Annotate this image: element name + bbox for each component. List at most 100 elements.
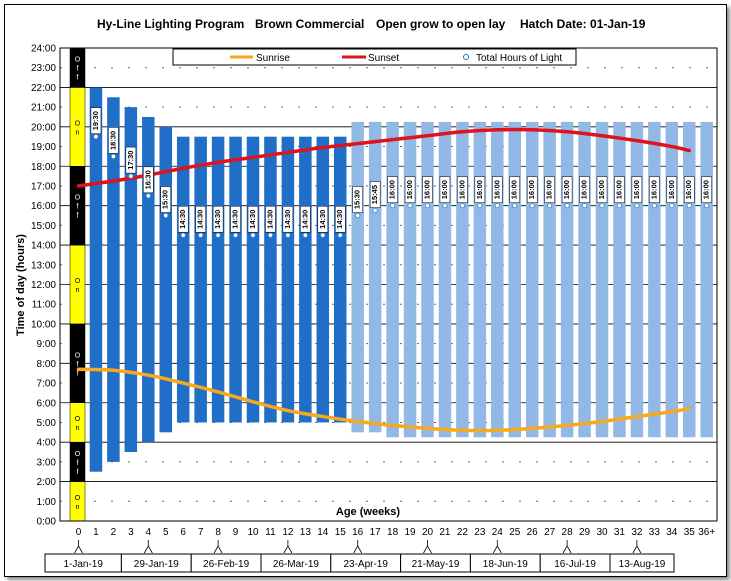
hours-label: 15:30: [353, 190, 362, 209]
x-tick-label: 6: [180, 527, 186, 538]
light-bar: [229, 136, 242, 423]
total-hours-marker: [512, 203, 518, 209]
x-tick-label: 28: [562, 527, 574, 538]
total-hours-marker: [581, 203, 588, 209]
y-tick-label: 3:00: [37, 457, 57, 468]
breed-label: Brown Commercial: [255, 17, 364, 31]
week0-state-letter: f: [77, 460, 79, 467]
light-bar: [456, 121, 469, 438]
light-bar: [124, 107, 138, 453]
legend-box: [172, 48, 577, 66]
x-tick-label: 18: [387, 527, 399, 538]
hours-label: 16:30: [143, 170, 152, 189]
x-tick-label: 16: [352, 527, 364, 538]
week0-state-letter: O: [75, 278, 81, 285]
hours-label: 16:00: [684, 180, 693, 199]
x-tick-label: 34: [666, 527, 678, 538]
light-bars: [89, 87, 713, 472]
hours-label-box: [352, 186, 363, 213]
hours-label-box: [160, 186, 171, 213]
legend-sunset-label: Sunset: [368, 53, 399, 64]
total-hours-marker: [128, 173, 134, 179]
hours-label-box: [631, 176, 643, 203]
light-bar: [508, 121, 521, 438]
hours-label: 14:30: [178, 210, 187, 229]
y-tick-label: 9:00: [37, 339, 57, 350]
hours-label: 17:30: [126, 151, 135, 170]
week0-state-letter: f: [77, 469, 79, 476]
total-hours-marker: [564, 203, 570, 209]
hours-label-box: [579, 176, 590, 203]
total-hours-marker: [320, 232, 326, 238]
y-tick-label: 8:00: [37, 359, 57, 370]
hours-label: 14:30: [265, 210, 274, 229]
date-pointer-icon: [283, 540, 293, 554]
legend-total-label: Total Hours of Light: [476, 53, 562, 64]
hours-label-box: [369, 181, 381, 208]
y-tick-labels: 0:00 1:00 2:00 3:00 4:00 5:00 6:00 7:00 8:00 9:00…: [31, 44, 56, 528]
hours-label: 16:00: [545, 180, 554, 199]
hours-label: 16:00: [492, 180, 501, 199]
hours-label: 16:00: [562, 180, 571, 199]
y-tick-label: 21:00: [31, 103, 56, 114]
hours-labels: 19:30 18:30 17:30 16:30 15:30 14:30 14:30 14:30…: [90, 107, 712, 233]
y-tick-label: 23:00: [31, 63, 56, 74]
x-tick-label: 13: [300, 527, 312, 538]
date-pointer-icon: [562, 540, 572, 554]
total-hours-marker: [355, 212, 361, 219]
light-bar: [351, 121, 364, 433]
hours-label-box: [108, 127, 119, 154]
week0-state-letter: O: [75, 120, 81, 127]
hours-label-box: [335, 205, 346, 233]
light-bar: [299, 136, 312, 423]
date-pointer-icon: [143, 540, 153, 554]
y-tick-label: 16:00: [31, 201, 56, 212]
hours-label: 18:30: [108, 131, 117, 150]
x-tick-label: 15: [335, 527, 347, 538]
total-hours-marker: [424, 203, 431, 209]
hours-label-box: [230, 205, 241, 233]
date-pointer-icon: [213, 540, 223, 554]
total-hours-marker: [442, 203, 448, 209]
hours-label-box: [422, 176, 433, 203]
hours-label-box: [387, 176, 398, 203]
y-tick-label: 0:00: [37, 517, 57, 528]
hours-label-box: [492, 176, 503, 203]
total-hours-markers: [93, 134, 710, 238]
light-bar: [334, 136, 347, 423]
light-bar: [665, 121, 679, 438]
week0-state-letter: n: [76, 504, 80, 511]
hours-label-box: [596, 176, 608, 203]
y-tick-label: 1:00: [37, 497, 57, 508]
total-hours-marker: [232, 232, 239, 238]
date-pointer-icon: [492, 540, 502, 554]
sunrise-line: [76, 367, 691, 433]
hours-label: 14:30: [196, 210, 205, 229]
hours-label-box: [247, 205, 259, 233]
mode-label: Open grow to open lay: [376, 17, 506, 31]
hours-label: 16:00: [457, 180, 466, 199]
total-hours-marker: [459, 203, 465, 209]
week0-state-letter: O: [75, 416, 81, 423]
x-tick-labels: 0 1 2 3 4 5 6 7 8 9 10 11 12 13 14 15 16 17 18 19 20 21 22 23 24…: [76, 527, 716, 538]
legend-total-marker: [463, 54, 469, 60]
light-bar: [560, 121, 574, 438]
hours-label-box: [474, 176, 486, 203]
x-tick-label: 25: [509, 527, 521, 538]
date-label: 1-Jan-19: [63, 559, 103, 570]
hours-label: 16:00: [597, 180, 606, 199]
y-tick-label: 4:00: [37, 438, 57, 449]
y-tick-label: 7:00: [37, 379, 57, 390]
date-label: 21-May-19: [412, 559, 460, 570]
hours-label: 14:30: [213, 210, 222, 229]
date-row: 1-Jan-19 29-Jan-19 26-Feb-19 26-Mar-19 23-Ap…: [44, 540, 675, 573]
hours-label-box: [125, 146, 137, 174]
total-hours-marker: [616, 203, 623, 209]
hours-label-box: [177, 205, 189, 233]
hours-label-box: [404, 176, 416, 203]
y-tick-label: 22:00: [31, 83, 56, 94]
y-tick-label: 17:00: [31, 181, 56, 192]
hours-label: 16:00: [527, 180, 536, 199]
x-tick-label: 21: [439, 527, 451, 538]
x-tick-label: 10: [247, 527, 259, 538]
